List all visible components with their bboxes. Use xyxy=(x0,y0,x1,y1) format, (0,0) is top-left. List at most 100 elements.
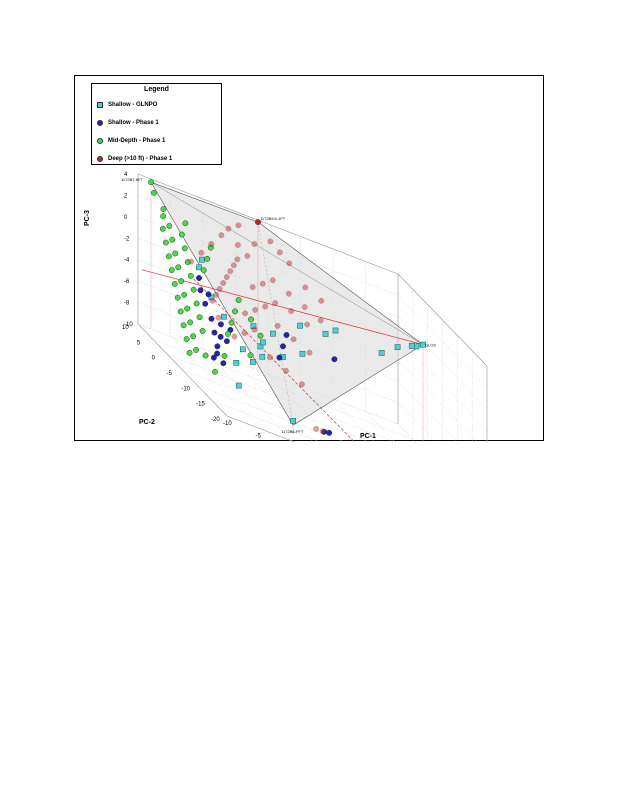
data-point-circle xyxy=(257,332,264,339)
data-point-circle xyxy=(259,280,266,287)
axis-line xyxy=(137,323,228,417)
point-annotation: 1172B9.5-1FT xyxy=(260,216,286,221)
data-point-square xyxy=(239,346,246,353)
data-point-circle xyxy=(184,305,191,312)
data-point-circle xyxy=(214,343,221,350)
data-point-circle xyxy=(169,236,176,243)
data-point-circle xyxy=(190,333,197,340)
data-point-circle xyxy=(326,429,333,436)
data-point-circle xyxy=(187,272,194,279)
data-point-circle xyxy=(199,328,206,334)
data-point-circle xyxy=(242,310,249,317)
x-tick-label: -10 xyxy=(223,421,232,427)
grid-line xyxy=(397,402,437,442)
axis-line xyxy=(397,273,488,367)
data-point-circle xyxy=(280,343,286,350)
point-annotation: 1172B7-8FT xyxy=(121,177,143,182)
data-point-circle xyxy=(202,300,209,307)
y-tick-label: 0 xyxy=(152,356,156,362)
y-axis-label: PC-2 xyxy=(139,419,155,426)
data-point-circle xyxy=(166,222,173,229)
data-point-circle xyxy=(306,349,313,356)
data-point-circle xyxy=(208,241,215,247)
data-point-circle xyxy=(174,294,181,301)
legend-title: Legend xyxy=(144,86,169,93)
data-point-circle xyxy=(251,241,258,247)
data-point-circle xyxy=(171,280,178,287)
data-point-circle xyxy=(168,267,175,274)
y-tick-label: -10 xyxy=(181,386,190,392)
data-point-circle xyxy=(235,297,242,304)
data-point-circle xyxy=(211,329,218,336)
data-point-circle xyxy=(319,428,326,435)
data-point-square xyxy=(297,322,303,329)
data-point-square xyxy=(199,256,205,263)
legend-swatch-circle xyxy=(97,138,103,144)
data-point-circle xyxy=(148,179,154,186)
data-point-circle xyxy=(208,315,215,322)
legend-item-mid-depth: Mid-Depth - Phase 1 xyxy=(97,138,165,144)
data-point-circle xyxy=(193,347,199,353)
data-point-circle xyxy=(298,381,305,388)
data-point-circle xyxy=(244,252,251,259)
data-point-square xyxy=(420,341,426,348)
point-annotation: GLO3 xyxy=(425,343,436,348)
data-point-square xyxy=(196,264,202,271)
data-point-circle xyxy=(269,277,276,284)
data-point-circle xyxy=(304,321,311,328)
data-point-circle xyxy=(190,286,197,293)
legend-swatch-circle xyxy=(97,120,103,126)
grid-line xyxy=(397,295,488,388)
axis-line xyxy=(226,415,296,442)
grid-line xyxy=(397,380,458,442)
z-tick-label: -8 xyxy=(124,301,130,307)
data-point-circle xyxy=(197,287,204,294)
data-point-circle xyxy=(210,354,217,361)
legend-swatch-circle xyxy=(97,156,103,162)
legend-item-shallow-glnpo: Shallow - GLNPO xyxy=(97,102,157,108)
data-point-circle xyxy=(235,222,242,229)
data-point-circle xyxy=(213,291,220,298)
data-point-circle xyxy=(200,267,207,274)
data-point-circle xyxy=(214,350,221,357)
grid-line xyxy=(332,398,375,442)
data-point-square xyxy=(299,350,306,357)
grid-line xyxy=(212,400,321,442)
data-point-circle xyxy=(227,268,234,275)
data-point-circle xyxy=(188,258,195,265)
data-point-square xyxy=(233,359,240,366)
y-tick-label: -5 xyxy=(167,371,173,377)
data-point-circle xyxy=(178,278,185,284)
data-point-circle xyxy=(215,314,222,321)
data-point-circle xyxy=(160,206,167,212)
pc-axis-red xyxy=(141,269,424,345)
data-point-circle xyxy=(267,238,274,245)
data-point-circle xyxy=(301,304,308,311)
data-point-circle xyxy=(276,354,283,361)
grid-line xyxy=(226,415,296,442)
data-point-circle xyxy=(162,239,169,246)
z-tick-label: 4 xyxy=(124,172,128,178)
y-tick-label: -20 xyxy=(211,417,220,423)
data-point-circle xyxy=(228,319,235,326)
data-point-circle xyxy=(274,322,281,329)
data-point-circle xyxy=(225,331,231,337)
data-point-circle xyxy=(267,354,273,361)
data-point-circle xyxy=(182,220,189,227)
legend-label: Shallow - GLNPO xyxy=(108,102,158,108)
data-point-circle xyxy=(290,336,297,343)
data-point-square xyxy=(270,330,276,337)
grid-line xyxy=(197,385,346,442)
legend-item-deep: Deep (>10 ft) - Phase 1 xyxy=(97,156,172,162)
grid-line xyxy=(397,338,488,431)
data-point-circle xyxy=(223,274,230,281)
data-point-square xyxy=(250,359,256,365)
data-point-circle xyxy=(204,255,211,262)
data-point-circle xyxy=(172,250,179,257)
data-point-circle xyxy=(248,316,254,323)
data-point-circle xyxy=(216,286,223,292)
data-point-circle xyxy=(230,262,237,269)
data-point-circle xyxy=(317,317,324,324)
data-point-circle xyxy=(247,352,254,359)
data-point-circle xyxy=(196,314,203,321)
